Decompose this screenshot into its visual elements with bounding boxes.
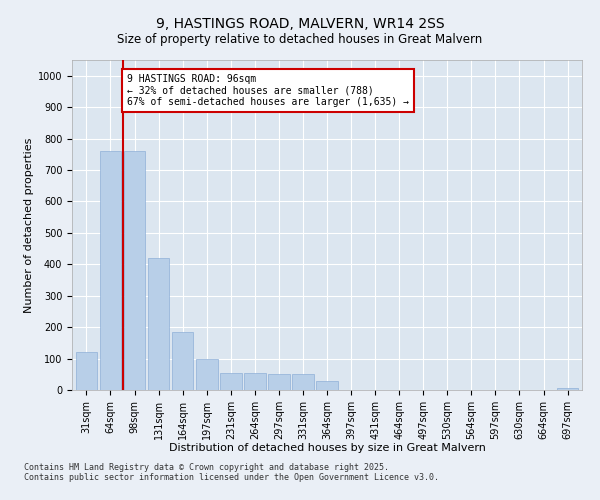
Bar	[124, 151, 145, 390]
Text: 9, HASTINGS ROAD, MALVERN, WR14 2SS: 9, HASTINGS ROAD, MALVERN, WR14 2SS	[155, 18, 445, 32]
Bar	[220, 372, 242, 390]
Y-axis label: Number of detached properties: Number of detached properties	[23, 138, 34, 312]
Bar	[316, 380, 338, 390]
Bar	[268, 374, 290, 390]
Bar	[148, 258, 169, 390]
Bar	[172, 332, 193, 390]
Bar	[557, 388, 578, 390]
Bar	[76, 352, 97, 390]
Text: Contains HM Land Registry data © Crown copyright and database right 2025.: Contains HM Land Registry data © Crown c…	[24, 462, 389, 471]
X-axis label: Distribution of detached houses by size in Great Malvern: Distribution of detached houses by size …	[169, 444, 485, 454]
Text: Contains public sector information licensed under the Open Government Licence v3: Contains public sector information licen…	[24, 472, 439, 482]
Bar	[196, 358, 218, 390]
Text: 9 HASTINGS ROAD: 96sqm
← 32% of detached houses are smaller (788)
67% of semi-de: 9 HASTINGS ROAD: 96sqm ← 32% of detached…	[127, 74, 409, 108]
Bar	[244, 372, 266, 390]
Bar	[292, 374, 314, 390]
Text: Size of property relative to detached houses in Great Malvern: Size of property relative to detached ho…	[118, 32, 482, 46]
Bar	[100, 151, 121, 390]
